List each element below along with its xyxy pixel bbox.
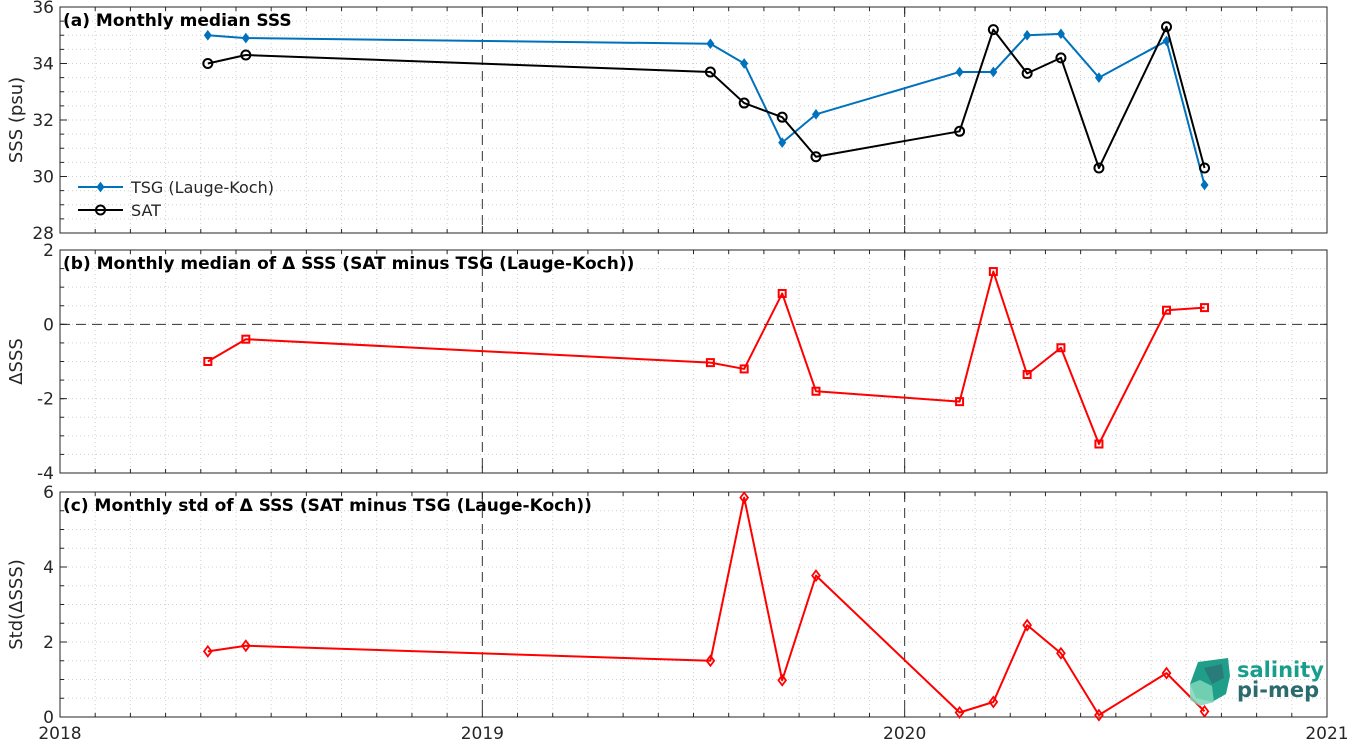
x-tick-label: 2019 [461,724,504,744]
x-tick-label: 2021 [1305,724,1348,744]
data-point [1199,162,1211,174]
data-point [955,66,964,78]
data-point [704,66,716,78]
series-line [207,25,1206,170]
series-tsg-lauge-koch [203,28,1209,191]
data-point [240,49,252,61]
data-point [1056,343,1066,353]
data-point [988,695,999,709]
data-point [1094,708,1104,722]
data-point [1056,28,1065,40]
data-point [810,151,822,163]
legend: TSG (Lauge-Koch) SAT [78,178,274,220]
data-point [1021,67,1033,79]
data-point [705,654,716,668]
axes-frame [59,491,1328,718]
data-point [739,491,750,505]
axes-frame [59,249,1328,474]
panel-b: -4 -2 0 2 ΔSSS (b) Monthly median of Δ SSS (S… [6,241,1328,484]
legend-marker [96,181,105,193]
logo-text-line2: pi-mep [1237,678,1319,702]
data-point [776,111,788,123]
series-sat [202,21,1211,174]
data-point [811,386,821,396]
data-point [705,358,715,368]
data-point [202,644,213,658]
data-point [1094,439,1104,449]
data-point [240,639,251,653]
data-point [203,29,212,41]
y-tick-label: 0 [43,315,54,335]
series-line [207,270,1205,446]
data-point [955,397,965,407]
data-point [988,267,998,277]
y-axis-label: SSS (psu) [6,77,27,163]
series-delta-sss [202,491,1210,722]
data-point [1161,666,1172,680]
panel-c: 0 2 4 6 2018 2019 2020 2021 Std(ΔSSS) (c) Monthly… [6,483,1348,744]
panel-title: (c) Monthly std of Δ SSS (SAT minus TSG … [63,496,592,516]
data-point [1200,303,1210,313]
data-point [1093,162,1105,174]
data-point [1023,29,1032,41]
y-tick-label: 6 [43,483,54,503]
legend-label: TSG (Lauge-Koch) [130,178,274,197]
panel-title: (a) Monthly median SSS [63,11,292,31]
data-point [1055,52,1067,64]
data-point [1162,35,1171,47]
data-point [954,706,965,719]
data-point [241,334,251,344]
y-tick-label: 36 [32,0,54,18]
data-point [811,109,820,120]
y-tick-label: 34 [32,55,54,75]
y-tick-label: 32 [32,111,54,131]
y-tick-label: 28 [32,224,54,244]
logo-mark-icon [1190,658,1230,706]
data-point [1200,179,1209,191]
data-point [954,125,966,137]
data-point [1022,618,1033,632]
data-point [241,32,250,44]
data-point [811,569,821,583]
legend-marker [95,204,106,216]
series-delta-sss [203,267,1210,449]
panel-title: (b) Monthly median of Δ SSS (SAT minus T… [63,254,634,274]
data-point [987,24,999,36]
legend-label: SAT [131,201,161,220]
y-tick-label: 0 [43,708,54,728]
y-tick-label: 30 [32,168,54,188]
data-point [1094,72,1103,83]
y-tick-label: 2 [43,633,54,653]
data-point [203,357,213,366]
data-point [1161,21,1173,33]
y-axis-label: ΔSSS [6,338,27,385]
x-tick-label: 2020 [883,724,926,744]
data-point [1022,370,1032,380]
data-point [202,58,214,69]
panel-a: 28 30 32 34 36 SSS (psu) (a) Monthly median SS… [6,0,1328,244]
y-tick-label: -4 [37,464,54,484]
data-point [739,364,749,374]
y-axis-label: Std(ΔSSS) [6,559,27,650]
data-point [740,58,749,69]
axes-frame [59,6,1328,234]
data-point [989,66,998,78]
data-point [1162,305,1172,315]
data-point [706,38,715,50]
data-point [778,137,787,148]
data-point [777,288,787,298]
y-tick-label: -2 [37,390,54,410]
salinity-pi-mep-logo: salinity pi-mep [1190,658,1324,706]
series-line [207,496,1206,717]
data-point [777,673,788,687]
data-point [1199,704,1210,718]
y-tick-label: 2 [43,241,54,261]
data-point [738,97,750,109]
data-point [1056,646,1066,660]
y-tick-label: 4 [43,558,54,578]
logo-text-line1: salinity [1237,658,1324,682]
x-tick-label: 2018 [38,724,81,744]
